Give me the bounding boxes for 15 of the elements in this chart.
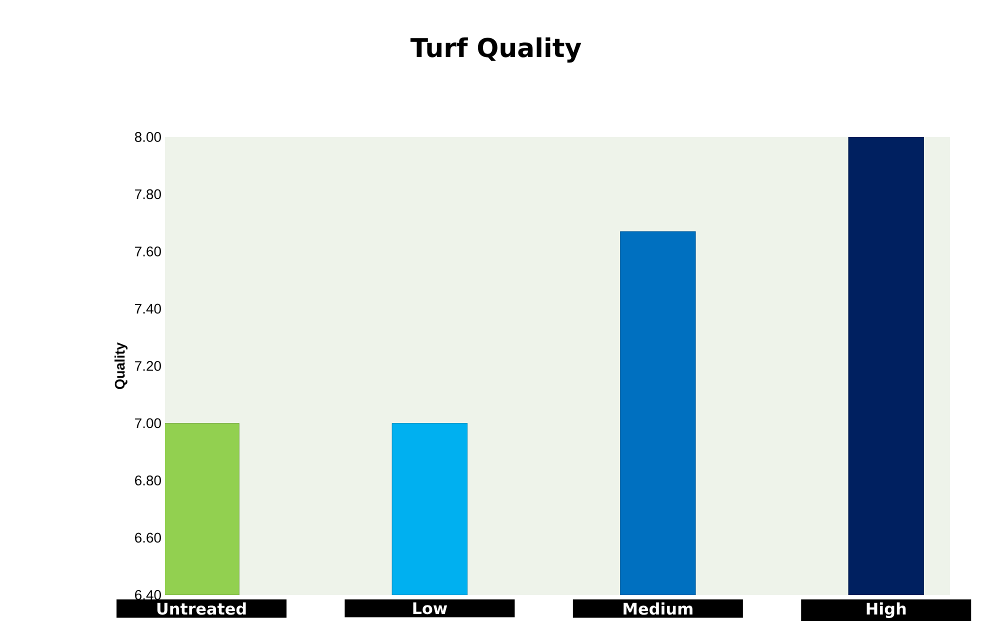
x-tick-label: Medium (624, 602, 692, 615)
x-tick-label: Low (413, 602, 448, 614)
y-tick-label: 6.60 (135, 532, 161, 543)
y-tick-label: 7.40 (135, 304, 161, 314)
x-tick-label: High (866, 602, 906, 618)
y-tick-label: 6.80 (135, 476, 161, 486)
y-tick-label: 7.80 (135, 189, 161, 200)
y-tick-label: 7.00 (135, 418, 161, 428)
y-axis-title: Quality (114, 342, 128, 390)
y-tick-label: 6.40 (135, 590, 161, 600)
chart-title: Turf Quality (410, 37, 582, 63)
y-tick-label: 7.60 (135, 246, 161, 256)
y-tick-label: 7.20 (135, 361, 161, 371)
x-tick-label: Untreated (157, 602, 246, 615)
y-tick-label: 8.00 (134, 132, 161, 142)
